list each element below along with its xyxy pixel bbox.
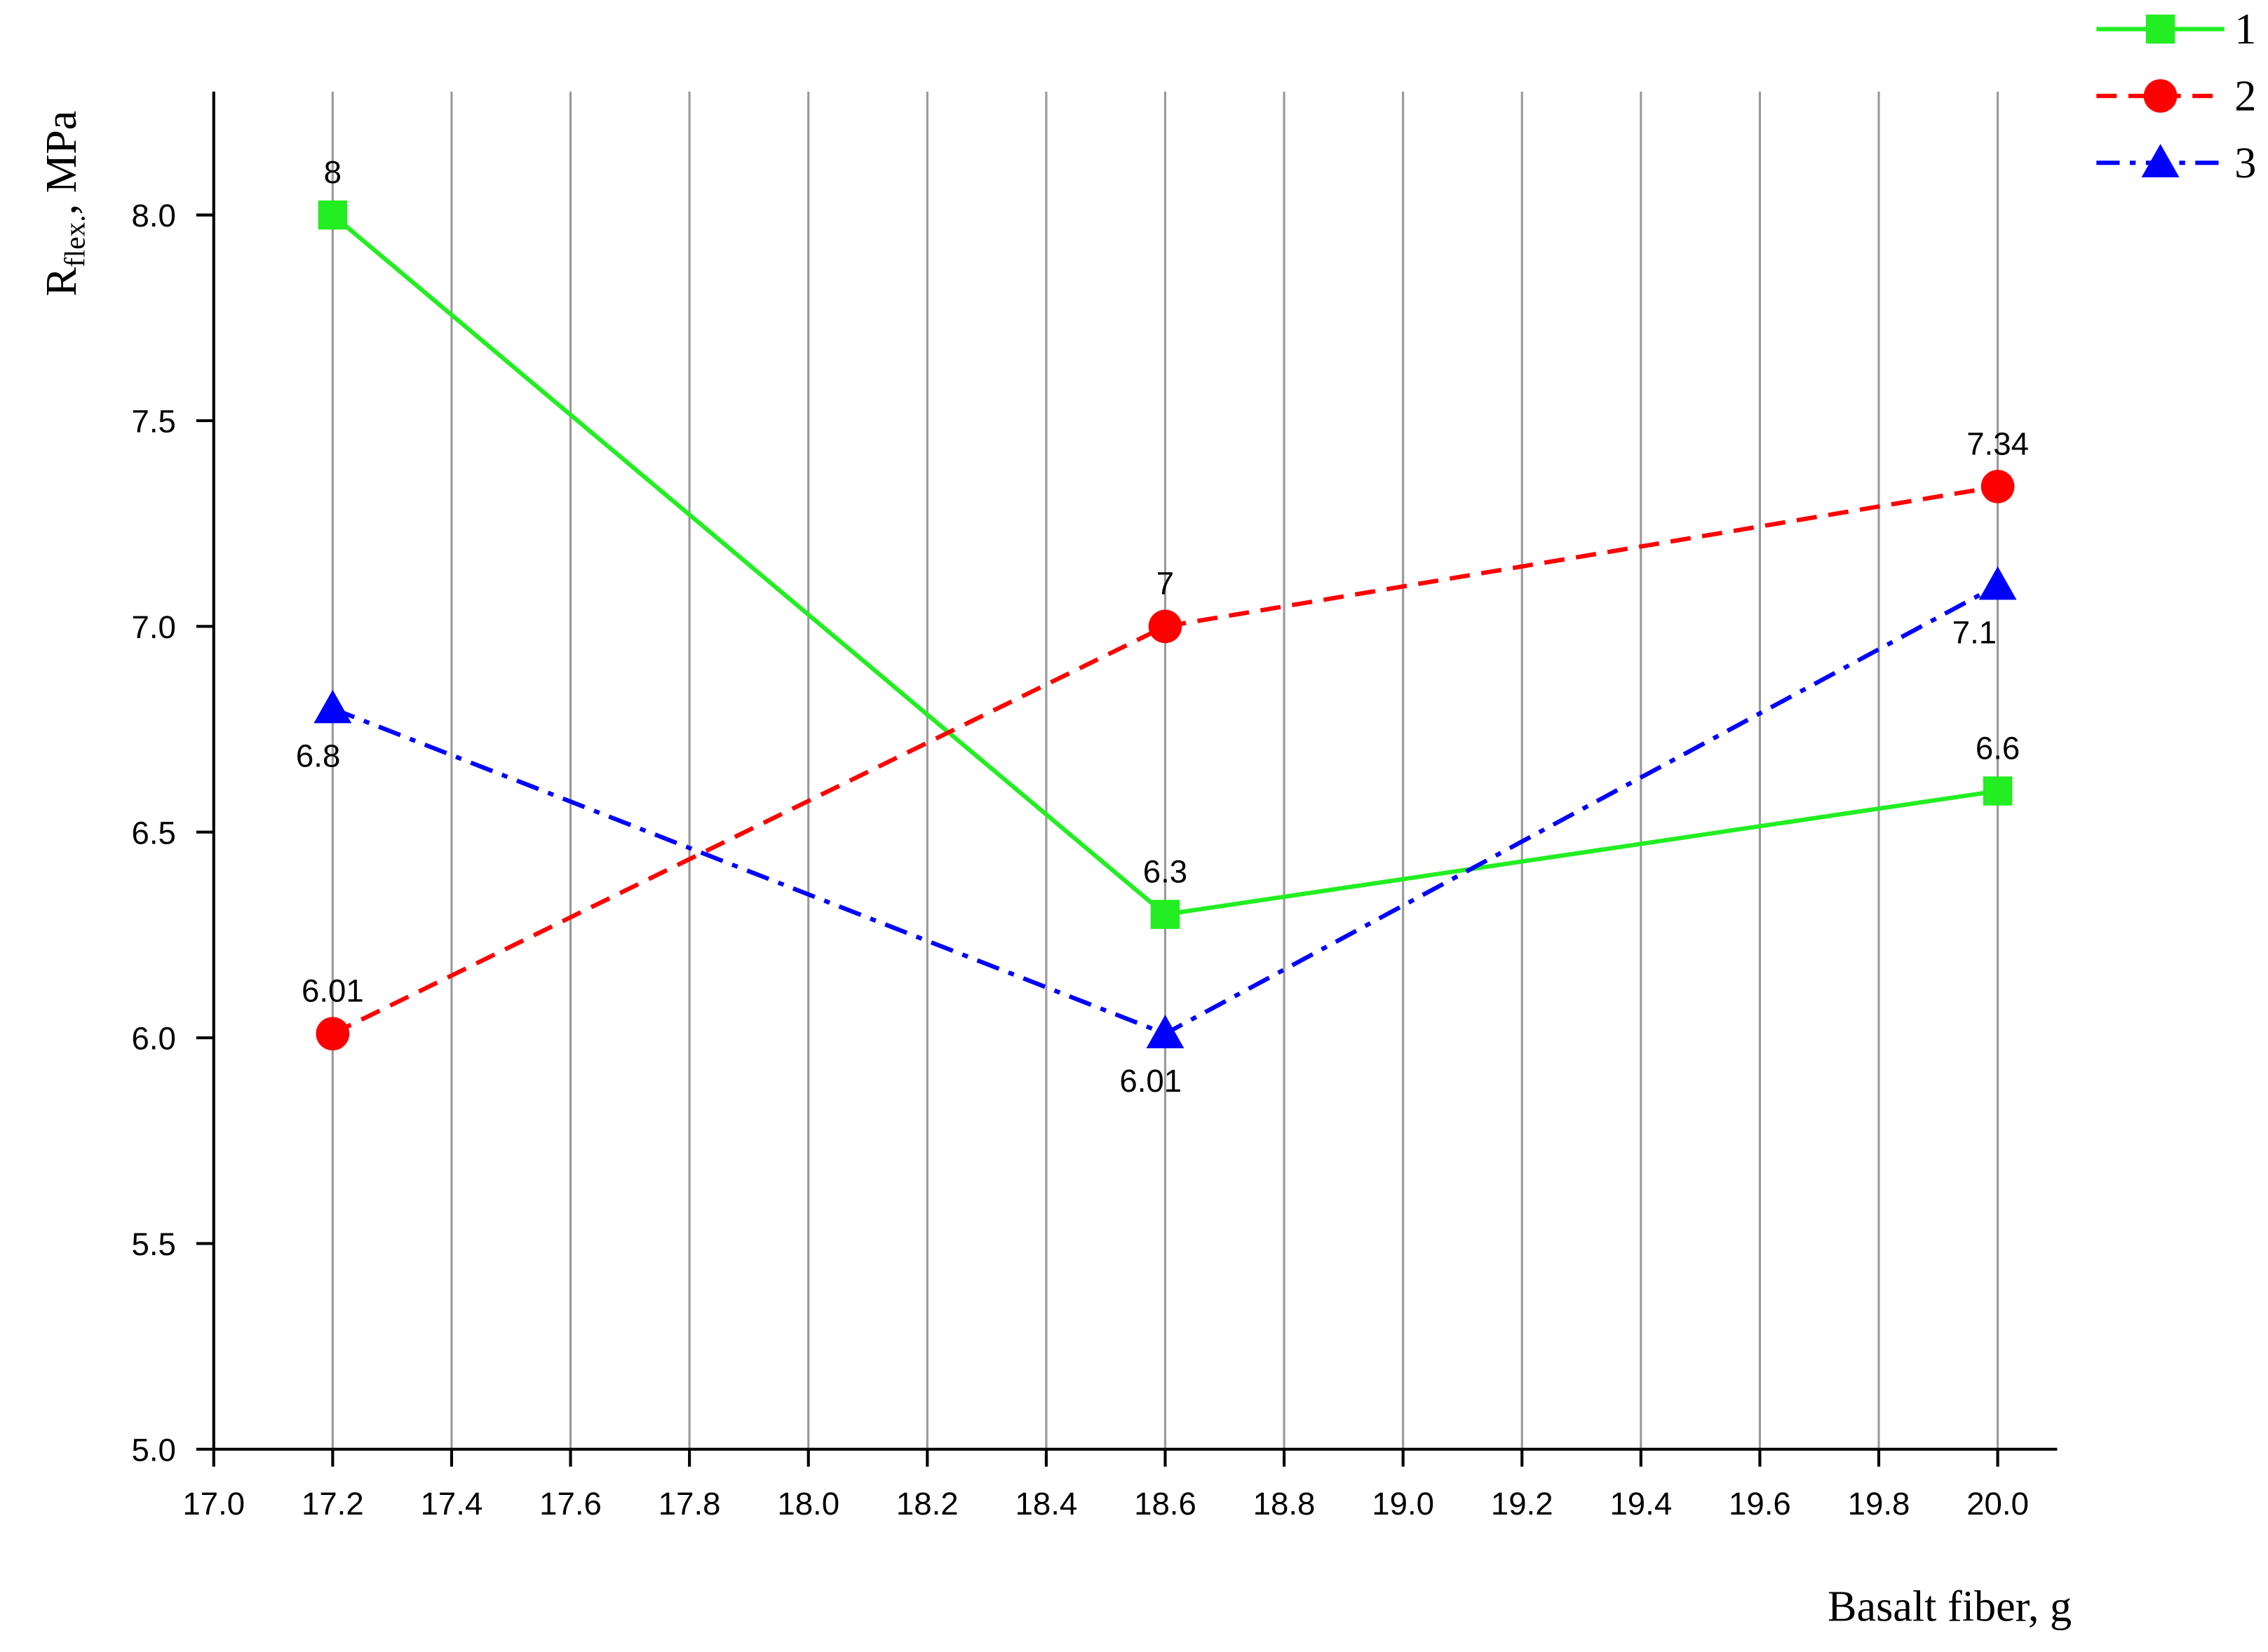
x-tick-label: 19.6: [1729, 1486, 1791, 1522]
x-tick-label: 18.8: [1253, 1486, 1316, 1522]
data-point: [316, 1017, 350, 1051]
legend-marker: [2143, 79, 2178, 113]
y-axis-title-sub: flex.: [58, 215, 90, 267]
y-tick-label: 7.5: [131, 404, 175, 440]
data-label: 7.1: [1952, 615, 1997, 651]
x-tick-label: 17.2: [302, 1486, 364, 1522]
x-tick-label: 18.2: [896, 1486, 959, 1522]
y-tick-label: 5.5: [131, 1226, 175, 1262]
data-label: 6.01: [302, 973, 364, 1009]
data-label: 7.34: [1966, 426, 2029, 461]
data-point: [1150, 900, 1180, 929]
legend-label: 3: [2234, 140, 2256, 187]
x-tick-label: 17.0: [182, 1486, 245, 1522]
y-axis-title-main: R: [38, 267, 86, 297]
data-point: [1978, 566, 2017, 600]
x-tick-label: 19.2: [1491, 1486, 1553, 1522]
data-point: [1146, 1015, 1184, 1048]
legend-label: 1: [2234, 6, 2256, 53]
y-tick-label: 6.0: [131, 1021, 175, 1057]
x-tick-label: 17.4: [421, 1486, 483, 1522]
x-tick-label: 17.8: [659, 1486, 721, 1522]
legend-label: 2: [2234, 73, 2256, 121]
x-tick-label: 19.0: [1372, 1486, 1434, 1522]
x-tick-label: 17.6: [539, 1486, 602, 1522]
data-point: [1980, 470, 2015, 503]
data-label: 6.8: [296, 738, 340, 774]
data-label: 8: [324, 154, 342, 190]
x-tick-label: 18.6: [1134, 1486, 1196, 1522]
x-tick-label: 19.4: [1609, 1486, 1672, 1522]
y-tick-label: 6.5: [131, 815, 175, 851]
data-point: [1148, 609, 1182, 644]
data-label: 6.6: [1976, 730, 2020, 766]
data-label: 7: [1156, 566, 1174, 602]
x-tick-label: 18.0: [777, 1486, 839, 1522]
x-axis-title: Basalt fiber, g: [1828, 1583, 2072, 1630]
x-tick-label: 20.0: [1966, 1486, 2029, 1522]
y-axis-title-rest: , MPa: [38, 111, 86, 215]
data-point: [313, 689, 352, 724]
legend-marker: [2141, 144, 2180, 177]
y-axis-title: Rflex., MPa: [38, 111, 90, 297]
data-point: [1983, 776, 2013, 806]
y-tick-label: 5.0: [131, 1432, 175, 1468]
data-label: 6.01: [1119, 1063, 1182, 1099]
y-tick-label: 7.0: [131, 609, 175, 645]
y-tick-label: 8.0: [131, 198, 175, 233]
x-tick-label: 18.4: [1015, 1486, 1078, 1522]
data-label: 6.3: [1143, 853, 1187, 889]
data-point: [318, 200, 348, 230]
series-line: [331, 484, 1999, 1036]
x-tick-label: 19.8: [1848, 1486, 1910, 1522]
legend-marker: [2145, 14, 2175, 44]
